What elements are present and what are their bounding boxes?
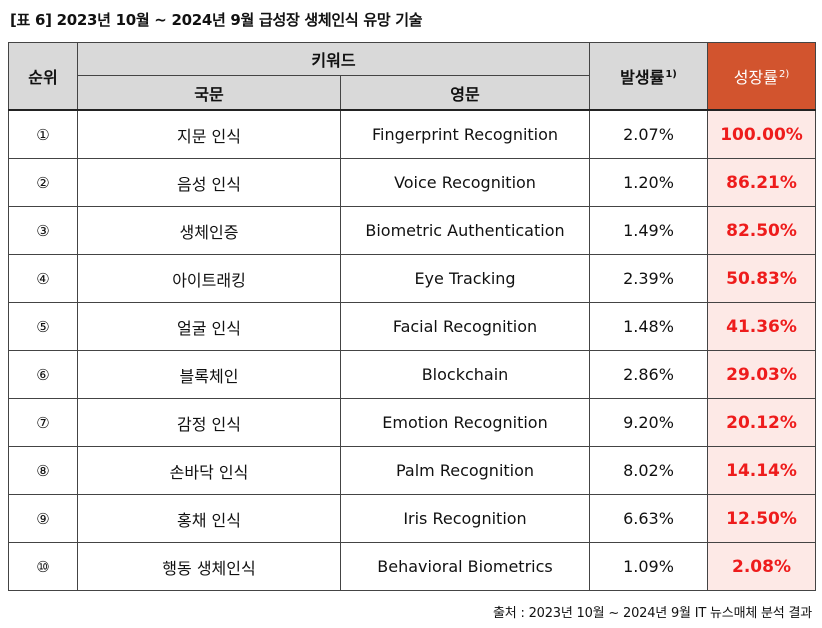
- table-row: ⑦ 감정 인식 Emotion Recognition 9.20% 20.12%: [8, 398, 817, 447]
- table-header: 순위 키워드 발생률1) 성장률2) 국문 영문: [8, 42, 817, 111]
- english-keyword-cell: Palm Recognition: [339, 446, 591, 495]
- korean-keyword-cell: 손바닥 인식: [77, 446, 341, 495]
- growth-cell: 2.08%: [707, 542, 817, 591]
- korean-keyword-cell: 블록체인: [77, 350, 341, 399]
- rank-cell: ⑨: [8, 494, 78, 543]
- growth-cell: 50.83%: [707, 254, 817, 303]
- header-english: 영문: [339, 75, 591, 111]
- occurrence-cell: 8.02%: [589, 446, 709, 495]
- table-body: ① 지문 인식 Fingerprint Recognition 2.07% 10…: [8, 109, 817, 591]
- header-growth: 성장률2): [707, 42, 817, 111]
- occurrence-cell: 2.39%: [589, 254, 709, 303]
- rank-cell: ④: [8, 254, 78, 303]
- occurrence-cell: 1.20%: [589, 158, 709, 207]
- rank-cell: ①: [8, 109, 78, 159]
- occurrence-cell: 9.20%: [589, 398, 709, 447]
- growth-cell: 20.12%: [707, 398, 817, 447]
- growth-cell: 12.50%: [707, 494, 817, 543]
- korean-keyword-cell: 얼굴 인식: [77, 302, 341, 351]
- growth-cell: 41.36%: [707, 302, 817, 351]
- occurrence-cell: 2.86%: [589, 350, 709, 399]
- growth-cell: 82.50%: [707, 206, 817, 255]
- table-row: ③ 생체인증 Biometric Authentication 1.49% 82…: [8, 206, 817, 255]
- rank-cell: ⑧: [8, 446, 78, 495]
- occurrence-cell: 6.63%: [589, 494, 709, 543]
- table-row: ⑨ 홍채 인식 Iris Recognition 6.63% 12.50%: [8, 494, 817, 543]
- header-occurrence-footnote: 1): [665, 68, 677, 80]
- header-occurrence-label: 발생률: [620, 68, 665, 87]
- header-occurrence: 발생률1): [589, 42, 709, 111]
- table-row: ⑤ 얼굴 인식 Facial Recognition 1.48% 41.36%: [8, 302, 817, 351]
- header-korean: 국문: [77, 75, 341, 111]
- rank-cell: ⑤: [8, 302, 78, 351]
- english-keyword-cell: Fingerprint Recognition: [339, 109, 591, 159]
- english-keyword-cell: Facial Recognition: [339, 302, 591, 351]
- table-row: ⑩ 행동 생체인식 Behavioral Biometrics 1.09% 2.…: [8, 542, 817, 591]
- english-keyword-cell: Emotion Recognition: [339, 398, 591, 447]
- korean-keyword-cell: 행동 생체인식: [77, 542, 341, 591]
- korean-keyword-cell: 홍채 인식: [77, 494, 341, 543]
- english-keyword-cell: Eye Tracking: [339, 254, 591, 303]
- rank-cell: ⑩: [8, 542, 78, 591]
- table-row: ④ 아이트래킹 Eye Tracking 2.39% 50.83%: [8, 254, 817, 303]
- table-row: ⑥ 블록체인 Blockchain 2.86% 29.03%: [8, 350, 817, 399]
- occurrence-cell: 1.48%: [589, 302, 709, 351]
- growth-cell: 29.03%: [707, 350, 817, 399]
- table-row: ① 지문 인식 Fingerprint Recognition 2.07% 10…: [8, 109, 817, 159]
- english-keyword-cell: Biometric Authentication: [339, 206, 591, 255]
- header-growth-footnote: 2): [778, 68, 790, 80]
- occurrence-cell: 1.49%: [589, 206, 709, 255]
- korean-keyword-cell: 지문 인식: [77, 109, 341, 159]
- english-keyword-cell: Behavioral Biometrics: [339, 542, 591, 591]
- table-title: [표 6] 2023년 10월 ~ 2024년 9월 급성장 생체인식 유망 기…: [10, 11, 423, 29]
- korean-keyword-cell: 음성 인식: [77, 158, 341, 207]
- korean-keyword-cell: 아이트래킹: [77, 254, 341, 303]
- english-keyword-cell: Blockchain: [339, 350, 591, 399]
- rank-cell: ⑥: [8, 350, 78, 399]
- rank-cell: ③: [8, 206, 78, 255]
- growth-tech-table: 순위 키워드 발생률1) 성장률2) 국문 영문 ① 지문 인식 Fingerp…: [8, 42, 817, 591]
- table-row: ② 음성 인식 Voice Recognition 1.20% 86.21%: [8, 158, 817, 207]
- source-note: 출처 : 2023년 10월 ~ 2024년 9월 IT 뉴스매체 분석 결과: [493, 606, 812, 621]
- rank-cell: ⑦: [8, 398, 78, 447]
- korean-keyword-cell: 생체인증: [77, 206, 341, 255]
- header-growth-label: 성장률: [733, 68, 778, 87]
- rank-cell: ②: [8, 158, 78, 207]
- header-rank: 순위: [8, 42, 78, 111]
- korean-keyword-cell: 감정 인식: [77, 398, 341, 447]
- occurrence-cell: 2.07%: [589, 109, 709, 159]
- header-keyword: 키워드: [76, 42, 591, 76]
- growth-cell: 100.00%: [707, 109, 817, 159]
- english-keyword-cell: Iris Recognition: [339, 494, 591, 543]
- growth-cell: 14.14%: [707, 446, 817, 495]
- growth-cell: 86.21%: [707, 158, 817, 207]
- table-row: ⑧ 손바닥 인식 Palm Recognition 8.02% 14.14%: [8, 446, 817, 495]
- english-keyword-cell: Voice Recognition: [339, 158, 591, 207]
- occurrence-cell: 1.09%: [589, 542, 709, 591]
